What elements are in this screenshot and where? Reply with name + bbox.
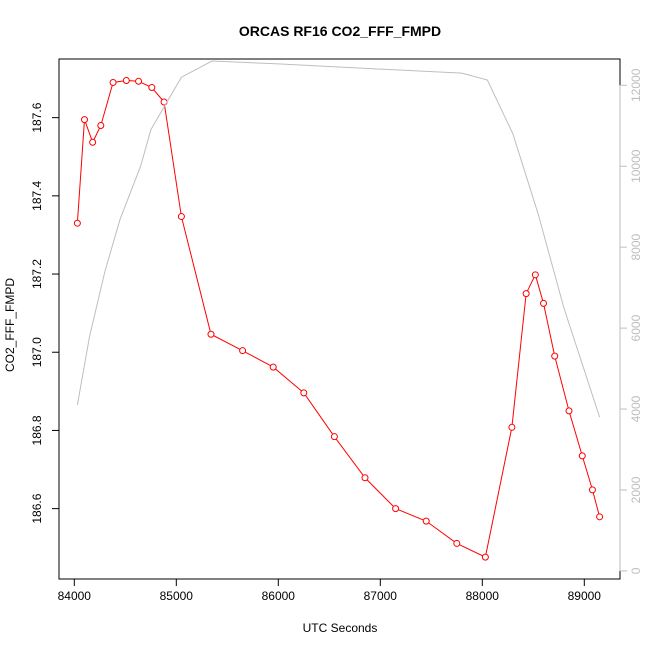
data-point [81,116,88,124]
data-point [540,299,547,307]
data-point [73,219,81,227]
y-tick-label: 187.6 [30,102,44,132]
y-tick-label: 186.6 [30,493,44,523]
data-point [522,290,530,298]
data-point [148,84,156,92]
data-point [109,78,117,86]
data-point [300,389,308,397]
data-point [207,330,215,338]
data-point [453,539,461,547]
y2-tick-label: 2000 [629,476,643,503]
data-point [97,121,105,129]
data-point [565,407,573,415]
data-point [422,517,430,525]
y2-tick-label: 0 [629,567,643,574]
data-point [481,553,489,561]
chart-title: ORCAS RF16 CO2_FFF_FMPD [239,23,441,39]
y-tick-label: 187.4 [30,181,44,211]
x-tick-label: 88000 [466,589,500,603]
data-point [269,363,277,371]
data-point [239,347,247,355]
data-point [551,352,559,360]
plot-area: 84000 85000 86000 87000 88000 89000 186.6 186.8… [30,58,643,603]
data-point [508,423,516,431]
data-point [596,513,604,521]
data-point [392,505,400,513]
data-point [578,452,586,460]
y2-tick-label: 4000 [629,395,643,422]
data-point [135,77,143,85]
y-tick-label: 187.0 [30,337,44,367]
data-point [361,474,369,482]
y-axis-label: CO2_FFF_FMPD [3,278,17,372]
data-point [588,486,596,494]
data-point [531,271,539,279]
y2-tick-label: 10000 [629,149,643,183]
x-tick-label: 89000 [568,589,602,603]
data-point [177,213,185,221]
y-tick-label: 186.8 [30,415,44,445]
x-tick-label: 86000 [262,589,296,603]
y-tick-label: 187.2 [30,259,44,289]
data-point [122,77,130,84]
series-line-2 [76,60,601,418]
x-tick-label: 87000 [364,589,398,603]
y2-tick-label: 8000 [629,234,643,261]
data-point [89,138,97,146]
x-tick-label: 84000 [58,589,92,603]
data-point [330,433,338,441]
y2-tick-label: 12000 [629,68,643,102]
x-tick-label: 85000 [160,589,194,603]
x-axis-label: UTC Seconds [303,621,378,635]
y2-tick-label: 6000 [629,314,643,341]
